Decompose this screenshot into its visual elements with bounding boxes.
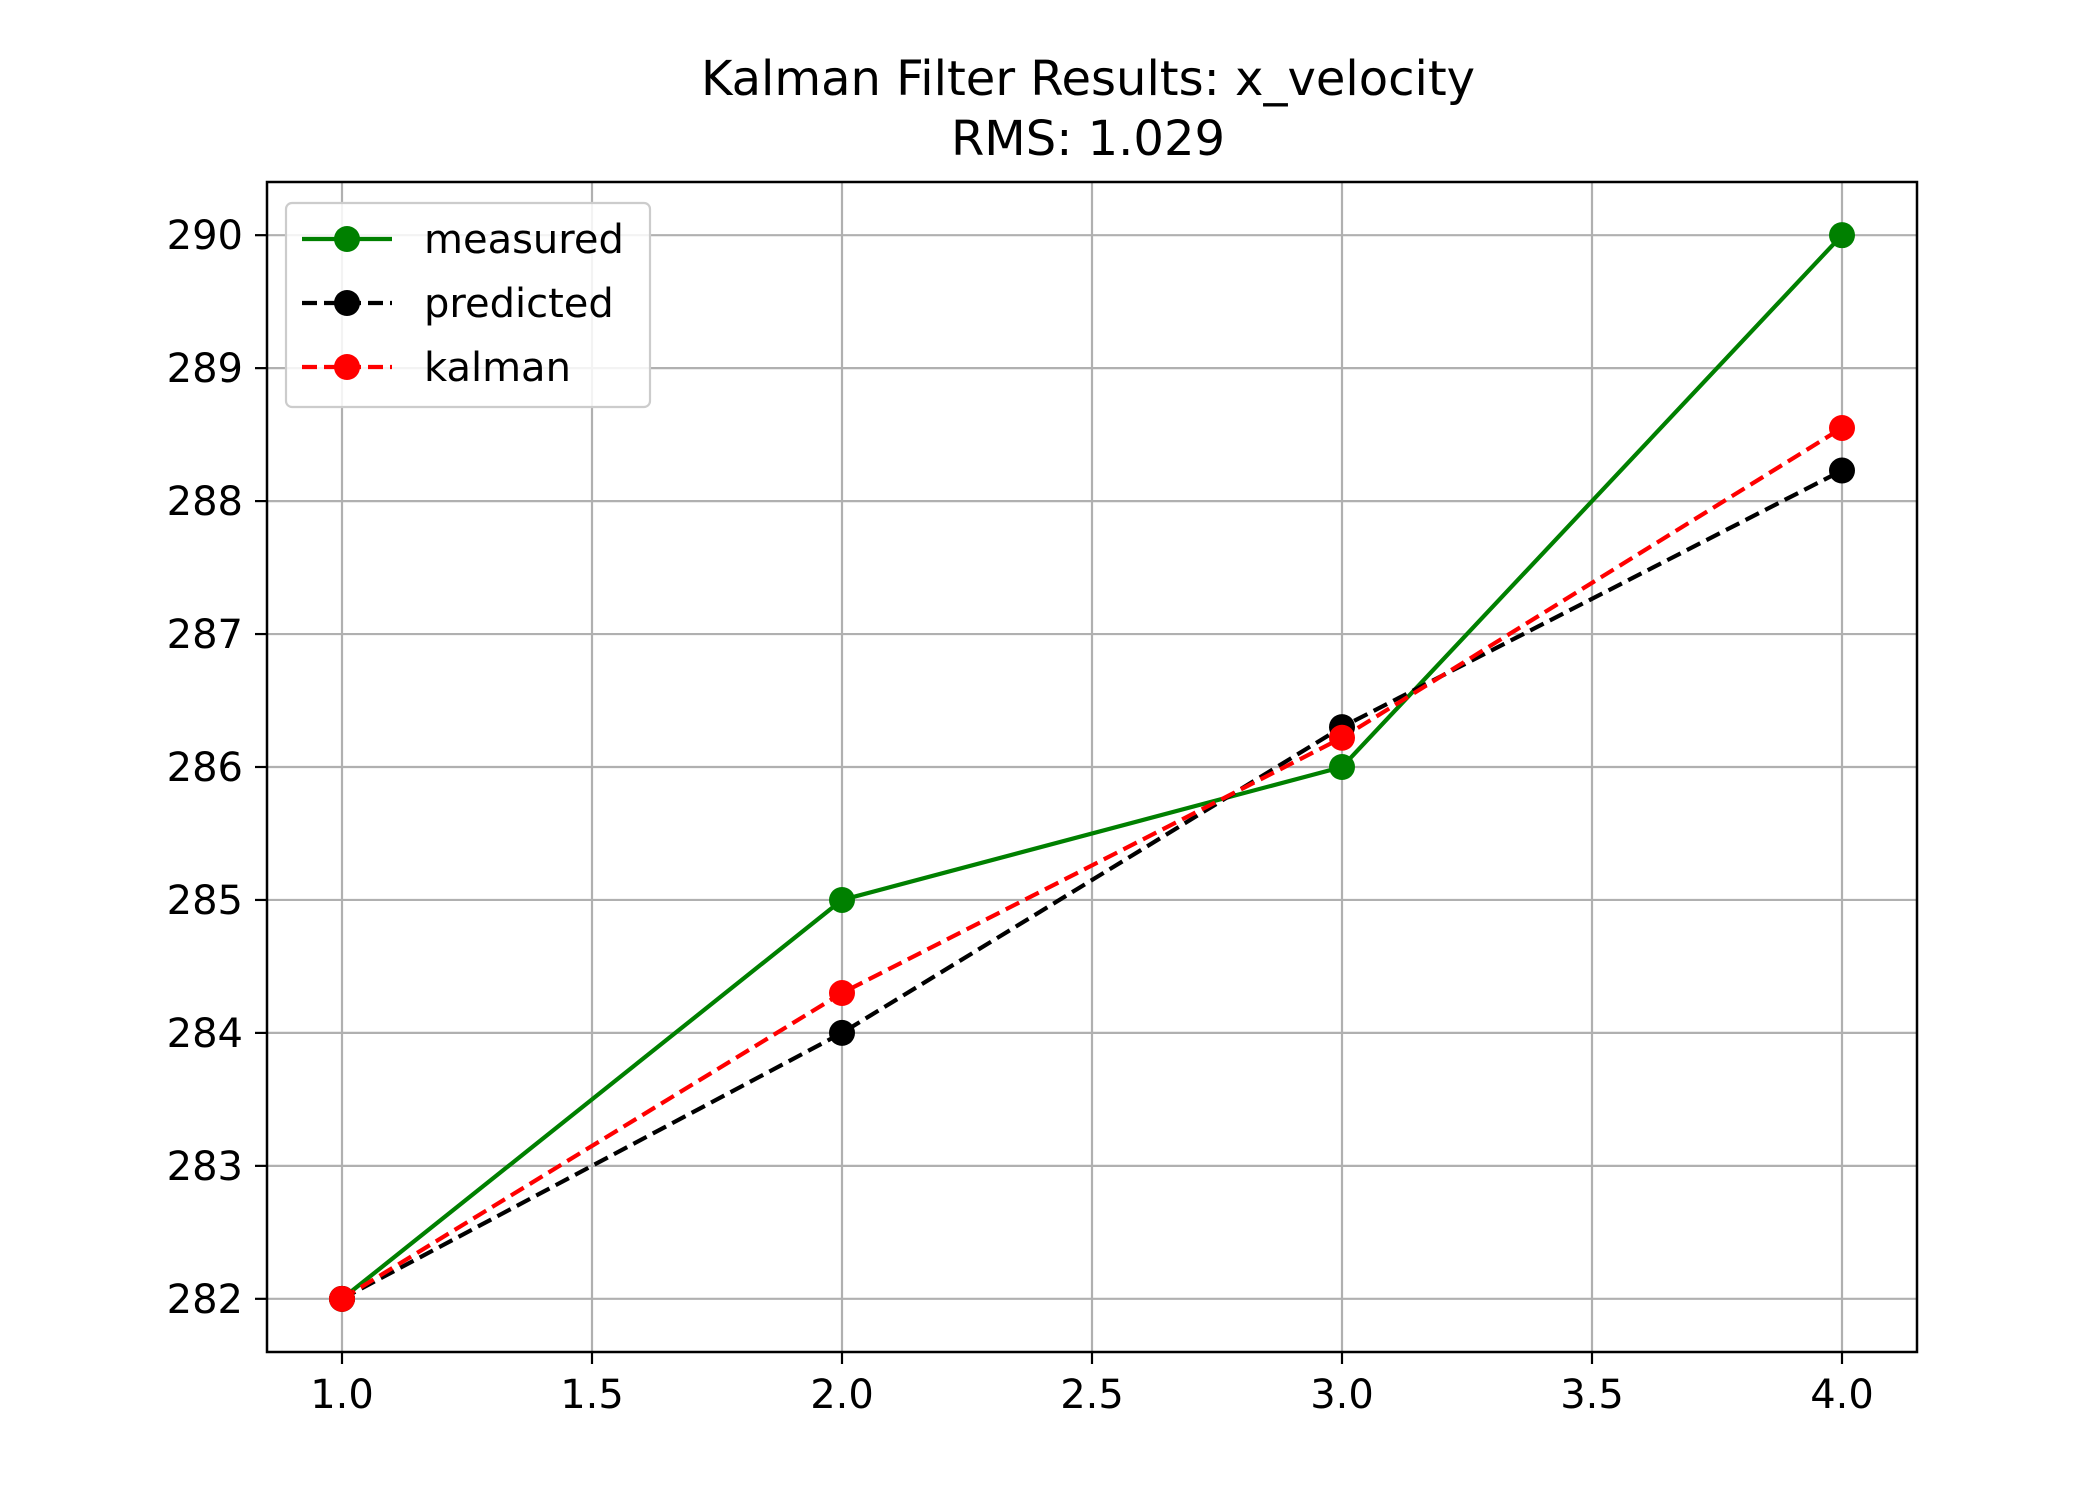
legend: measured predicted kalman	[284, 201, 652, 409]
y-tick-label: 290	[167, 213, 243, 259]
x-tick-label: 1.0	[310, 1372, 374, 1418]
legend-marker-measured	[334, 226, 360, 252]
axis-ticks: 1.0 1.5 2.0 2.5 3.0 3.5 4.0 282 283 284 285 286 287 2…	[167, 213, 1874, 1418]
data-points	[329, 222, 1855, 1312]
chart-title: Kalman Filter Results: x_velocity	[701, 51, 1475, 107]
series-lines	[340, 233, 1844, 1301]
x-tick-label: 4.0	[1810, 1372, 1874, 1418]
legend-label-measured: measured	[424, 217, 624, 263]
legend-label-kalman: kalman	[424, 345, 571, 391]
data-point-measured	[1829, 222, 1855, 249]
legend-box	[284, 201, 652, 409]
data-point-kalman	[829, 980, 855, 1007]
y-tick-label: 289	[167, 346, 243, 392]
y-tick-label: 285	[167, 878, 243, 924]
y-tick-label: 286	[167, 745, 243, 791]
data-point-measured	[1329, 754, 1355, 780]
y-tick-label: 288	[167, 479, 243, 525]
x-tick-label: 3.5	[1560, 1372, 1624, 1418]
series-line-measured	[340, 233, 1844, 1301]
legend-label-predicted: predicted	[424, 281, 614, 327]
y-tick-label: 284	[167, 1011, 243, 1057]
x-tick-label: 2.5	[1060, 1372, 1124, 1418]
legend-marker-predicted	[334, 290, 360, 316]
data-point-predicted	[829, 1019, 855, 1046]
x-tick-label: 2.0	[810, 1372, 874, 1418]
x-tick-label: 1.5	[560, 1372, 624, 1418]
series-line-predicted	[341, 468, 1843, 1301]
data-point-kalman	[1829, 414, 1855, 441]
data-point-predicted	[1829, 457, 1855, 484]
data-point-kalman	[1329, 724, 1355, 751]
legend-marker-kalman	[334, 354, 360, 380]
y-tick-label: 283	[167, 1144, 243, 1190]
y-tick-label: 282	[167, 1277, 243, 1323]
x-tick-label: 3.0	[1310, 1372, 1374, 1418]
data-point-measured	[829, 886, 855, 913]
data-point-kalman	[329, 1285, 355, 1312]
chart-subtitle: RMS: 1.029	[951, 111, 1225, 167]
y-tick-label: 287	[167, 612, 243, 658]
series-line-kalman	[340, 426, 1844, 1301]
